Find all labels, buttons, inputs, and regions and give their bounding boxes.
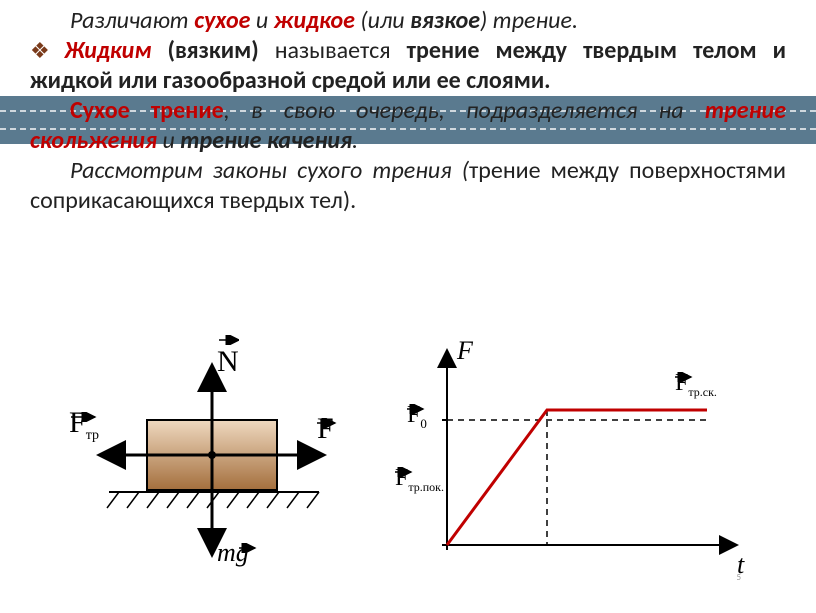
text: и bbox=[250, 6, 273, 35]
friction-graph: F t F0 Fтр.пок. Fтр.ск. bbox=[397, 340, 757, 590]
paragraph-4: Рассмотрим законы сухого трения (трение … bbox=[30, 156, 786, 216]
text: и bbox=[157, 126, 180, 155]
text-content: Различают сухое и жидкое (или вязкое) тр… bbox=[0, 0, 816, 216]
paragraph-1: Различают сухое и жидкое (или вязкое) тр… bbox=[30, 6, 786, 36]
text: Рассмотрим законы сухого трения ( bbox=[70, 156, 469, 185]
text: трение. bbox=[493, 6, 578, 35]
term-viscous: вязкое bbox=[410, 6, 480, 35]
page-number: 5 bbox=[736, 572, 741, 583]
text: называется bbox=[259, 36, 407, 65]
bullet-icon: ❖ bbox=[30, 37, 60, 64]
term-liquid-2: Жидким bbox=[64, 36, 151, 65]
label-N: N bbox=[217, 345, 239, 379]
paragraph-2: ❖Жидким (вязким) называется трение между… bbox=[30, 36, 786, 96]
text: . bbox=[352, 126, 358, 155]
term-dry: сухое bbox=[194, 6, 250, 35]
label-F0: F0 bbox=[407, 402, 427, 432]
paragraph-3: Сухое трение, в свою очередь, подразделя… bbox=[30, 96, 786, 156]
term-rolling: трение качения bbox=[180, 126, 352, 155]
fbd-svg bbox=[59, 340, 359, 590]
term-dry-friction: Сухое трение bbox=[70, 96, 224, 125]
text: , в свою очередь, подразделяется на bbox=[224, 96, 705, 125]
diagrams-row: N Fтр F mg bbox=[0, 340, 816, 590]
label-mg: mg bbox=[217, 538, 249, 568]
label-F: F bbox=[317, 412, 334, 446]
term-liquid: жидкое bbox=[274, 6, 355, 35]
text: ) bbox=[480, 6, 493, 35]
text: (вязким) bbox=[151, 36, 258, 65]
label-F-sk: Fтр.ск. bbox=[675, 370, 717, 400]
label-F-axis: F bbox=[457, 336, 473, 366]
text: Различают bbox=[70, 6, 194, 35]
text: (или bbox=[355, 6, 410, 35]
label-Ftr: Fтр bbox=[69, 406, 99, 444]
label-F-pok: Fтр.пок. bbox=[395, 465, 444, 495]
free-body-diagram: N Fтр F mg bbox=[59, 340, 359, 590]
